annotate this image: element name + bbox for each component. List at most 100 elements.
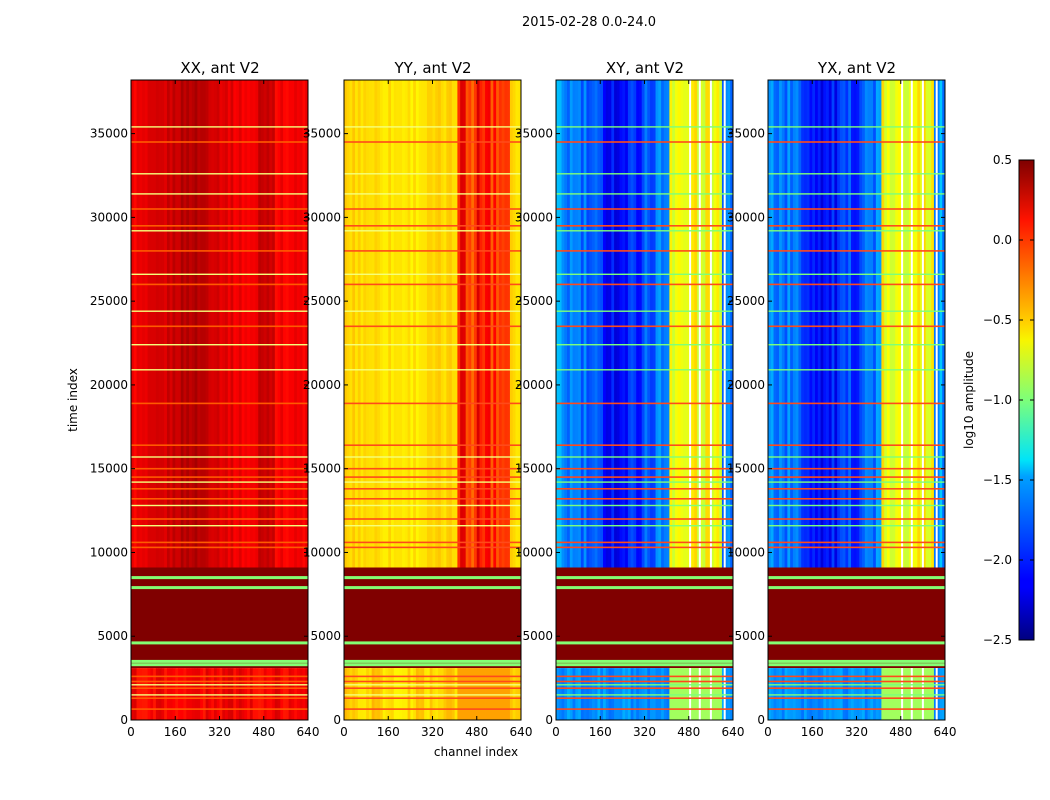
channel-column [834,668,838,720]
time-flag-line [556,369,733,371]
time-flag-line [556,684,733,686]
channel-column [131,80,135,568]
channel-column [236,80,240,568]
channel-column [280,668,284,720]
colorbar: 0.5 0.0 −0.5 −1.0 −1.5 −2.0 −2.5 log10 amplitu… [962,153,1035,647]
channel-column [817,80,821,568]
channel-column [388,80,392,568]
channel-column [382,668,386,720]
heatmap-image [556,80,734,720]
channel-column [641,668,645,720]
time-flag-line [768,369,945,371]
channel-column [473,668,478,720]
channel-column [730,80,734,568]
channel-column [418,80,422,568]
flag-gap-line [131,641,308,645]
time-flag-line [768,518,945,520]
channel-column [161,80,165,568]
y-tick-label: 25000 [727,294,765,308]
channel-column [875,668,880,720]
channel-column [572,668,576,720]
time-flag-line [131,546,308,549]
rfi-channel-line [921,80,924,720]
channel-column [496,668,500,720]
channel-column [166,80,171,568]
channel-column [699,80,703,568]
y-tick-label: 35000 [727,127,765,141]
flag-gap-line [556,641,733,645]
channel-column [446,80,450,568]
channel-column [498,668,503,720]
channel-column [164,80,168,568]
channel-column [305,80,309,568]
channel-column [302,668,306,720]
colorbar-label-text: log10 amplitude [962,351,976,449]
channel-column [465,668,469,720]
channel-column [939,80,943,568]
channel-column [597,80,601,568]
time-flag-line [768,675,945,678]
y-tick-label: 30000 [727,210,765,224]
time-flag-line [768,273,945,275]
channel-column [144,80,148,568]
channel-column [928,668,932,720]
channel-column [147,80,151,568]
time-flag-line [131,250,308,252]
y-tick-label: 20000 [303,378,341,392]
channel-column [208,80,212,568]
flagged-block [556,567,733,668]
channel-column [864,80,868,568]
channel-column [131,668,135,720]
channel-column [683,80,687,568]
channel-column [482,668,486,720]
time-flag-line [131,476,308,478]
channel-column [578,80,582,568]
channel-column [820,668,824,720]
time-flag-line [344,141,521,143]
y-tick-label: 20000 [727,378,765,392]
channel-column [853,80,857,568]
channel-column [178,80,182,568]
channel-column [661,80,665,568]
channel-column [713,668,717,720]
time-flag-line [768,525,945,527]
channel-column [909,80,913,568]
channel-column [710,668,715,720]
channel-column [779,80,783,568]
time-flag-line [131,541,308,544]
channel-column [828,668,833,720]
colorbar-tick-label: −2.5 [983,633,1012,647]
channel-column [925,80,929,568]
panel-1: XX, ant V2 0 160 320 480 640 0 5000 10000 15000… [90,59,320,739]
x-tick-label: 0 [127,725,135,739]
time-flag-line [131,697,308,699]
channel-column [454,668,458,720]
channel-column [699,668,703,720]
time-flag-line [768,126,945,128]
time-flag-line [556,444,733,446]
channel-column [897,668,902,720]
time-flag-line [556,708,733,710]
channel-column [288,668,292,720]
channel-column [823,80,827,568]
y-tick-label: 30000 [515,210,553,224]
rfi-channel-line [709,80,712,720]
channel-column [238,668,243,720]
channel-column [594,668,598,720]
channel-column [889,668,893,720]
channel-column [633,80,637,568]
time-flag-line [344,675,521,678]
time-flag-line [344,481,521,483]
flagged-block [344,567,521,668]
panel-title: YX, ant V2 [817,59,896,77]
channel-column [468,668,472,720]
time-flag-line [556,325,733,328]
channel-column [685,80,690,568]
channel-column [424,668,428,720]
channel-column [291,668,295,720]
channel-column [672,80,676,568]
channel-column [616,80,621,568]
channel-column [859,80,863,568]
channel-column [597,668,601,720]
time-flag-line [344,225,521,227]
